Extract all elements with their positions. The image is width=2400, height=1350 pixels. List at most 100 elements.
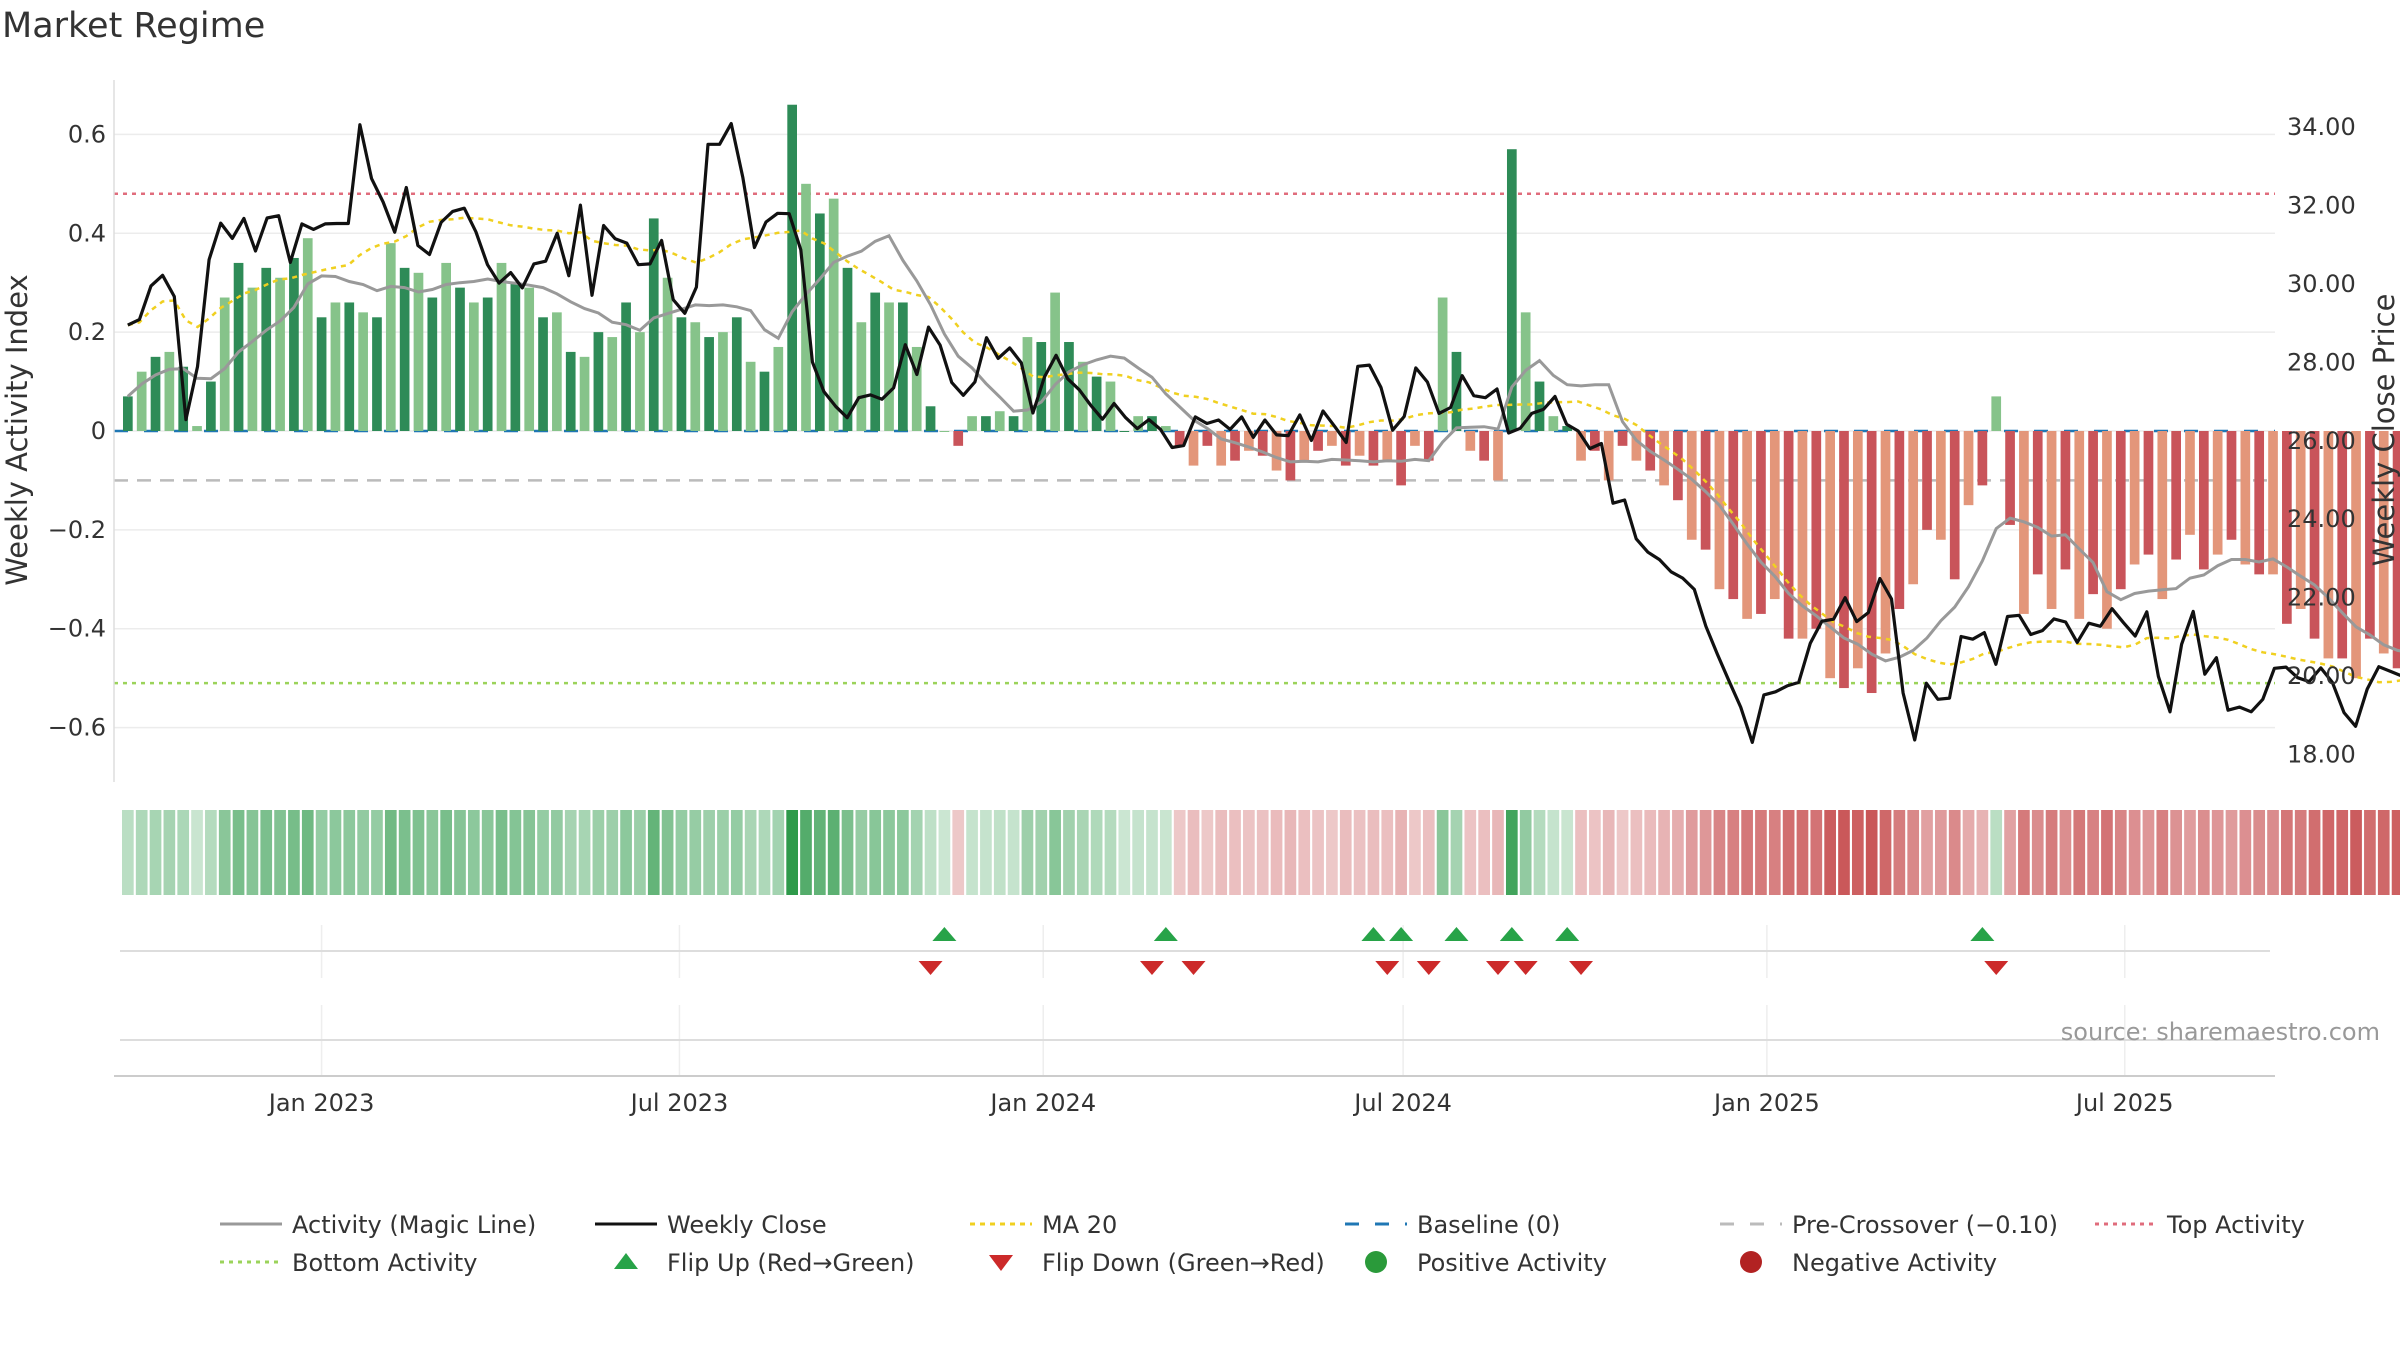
activity-bar [1050,292,1060,431]
heat-cell [163,810,176,895]
activity-bar [1340,431,1351,466]
activity-bar [2323,431,2334,659]
activity-bar [275,277,285,431]
heat-cell [634,810,646,895]
x-tick-label: Jul 2023 [629,1089,729,1117]
heat-cell [384,810,397,895]
activity-bar [1202,431,1213,446]
legend-item: Pre-Crossover (−0.10) [1720,1211,2058,1239]
activity-bar [344,302,355,431]
activity-bar [1244,431,1254,451]
heat-cell [1312,810,1324,895]
activity-bar [593,332,604,431]
heat-cell [1658,810,1670,895]
heat-cell [578,810,591,895]
heat-cell [426,810,439,895]
heat-cell [827,810,840,895]
heat-cell [2170,810,2182,895]
activity-bar [316,317,327,431]
activity-bar [2295,431,2306,609]
activity-bars [122,104,2400,694]
heat-cell [2184,810,2196,895]
activity-bar [413,272,424,431]
heat-cell [869,810,882,895]
y-right-tick-label: 34.00 [2287,113,2356,141]
activity-bar [2046,431,2057,609]
heat-cell [730,810,743,895]
activity-bar [2226,431,2237,540]
heat-cell [1436,810,1449,895]
y-right-tick-label: 22.00 [2287,584,2356,612]
legend-item: Top Activity [2095,1211,2305,1239]
right-axis: 34.00 32.00 30.00 28.00 26.00 24.00 22.00 20.00… [2287,113,2356,768]
flip-down-marker [1181,961,1206,975]
activity-bar [842,267,853,431]
activity-bar [2143,431,2154,555]
y-left-tick-label: −0.6 [48,714,106,742]
activity-bar [1064,342,1074,431]
activity-bar [1188,431,1199,466]
heat-cell [841,810,854,895]
activity-bar [1299,431,1310,461]
heat-cell [1478,810,1490,895]
legend-label: MA 20 [1042,1211,1117,1239]
heat-cell [301,810,314,895]
x-tick-label: Jan 2024 [988,1089,1096,1117]
heat-cell [1893,810,1906,895]
heat-cell [772,810,785,895]
activity-bar [759,371,770,431]
heat-cell [1035,810,1048,895]
heat-cell [454,810,466,895]
y-left-tick-label: −0.4 [48,615,106,643]
legend-item: Bottom Activity [220,1249,477,1277]
magic-line [126,233,2400,663]
heat-cell [952,810,965,895]
heat-cell [703,810,715,895]
heat-cell [2031,810,2044,895]
activity-bar [1562,426,1573,431]
activity-bar [164,351,175,431]
y-right-tick-label: 32.00 [2287,191,2356,219]
heat-cell [786,810,798,895]
flip-up-marker [1555,927,1580,941]
heat-cell [2377,810,2390,895]
heat-cell [1630,810,1643,895]
heat-cell [966,810,978,895]
heat-cell [1201,810,1214,895]
heat-cell [1256,810,1269,895]
heat-cell [2391,810,2400,895]
activity-bar [385,243,396,431]
heat-cell [315,810,328,895]
heat-cell [2087,810,2099,895]
activity-bar [2392,431,2400,669]
x-axis: Jan 2023 Jul 2023 Jan 2024 Jul 2024 Jan 2025… [267,1089,2174,1117]
activity-bar [648,218,659,431]
heat-cell [1381,810,1394,895]
activity-bar [621,302,631,431]
heat-cell [1838,810,1850,895]
activity-bar [565,351,576,431]
flip-up-marker [1361,927,1386,941]
activity-bar [925,406,936,431]
legend-swatch-flip-down [989,1255,1013,1271]
heat-cell [993,810,1006,895]
activity-bar [1908,431,1919,585]
legend-item: Weekly Close [595,1211,827,1239]
flip-down-marker [1513,961,1538,975]
heat-cell [744,810,757,895]
activity-bar [704,337,714,431]
activity-bar [967,416,977,431]
heat-cell [2059,810,2072,895]
heat-cell [1409,810,1421,895]
heat-cell [274,810,286,895]
heat-cell [1519,810,1532,895]
activity-bar [1783,431,1794,639]
activity-bar [2365,431,2375,639]
activity-bar [1811,431,1822,629]
activity-bar [372,317,382,431]
flip-up-marker [932,927,957,941]
activity-bar [524,287,535,431]
heat-cell [412,810,425,895]
legend-item: Positive Activity [1365,1249,1607,1277]
activity-bar [2240,431,2251,565]
